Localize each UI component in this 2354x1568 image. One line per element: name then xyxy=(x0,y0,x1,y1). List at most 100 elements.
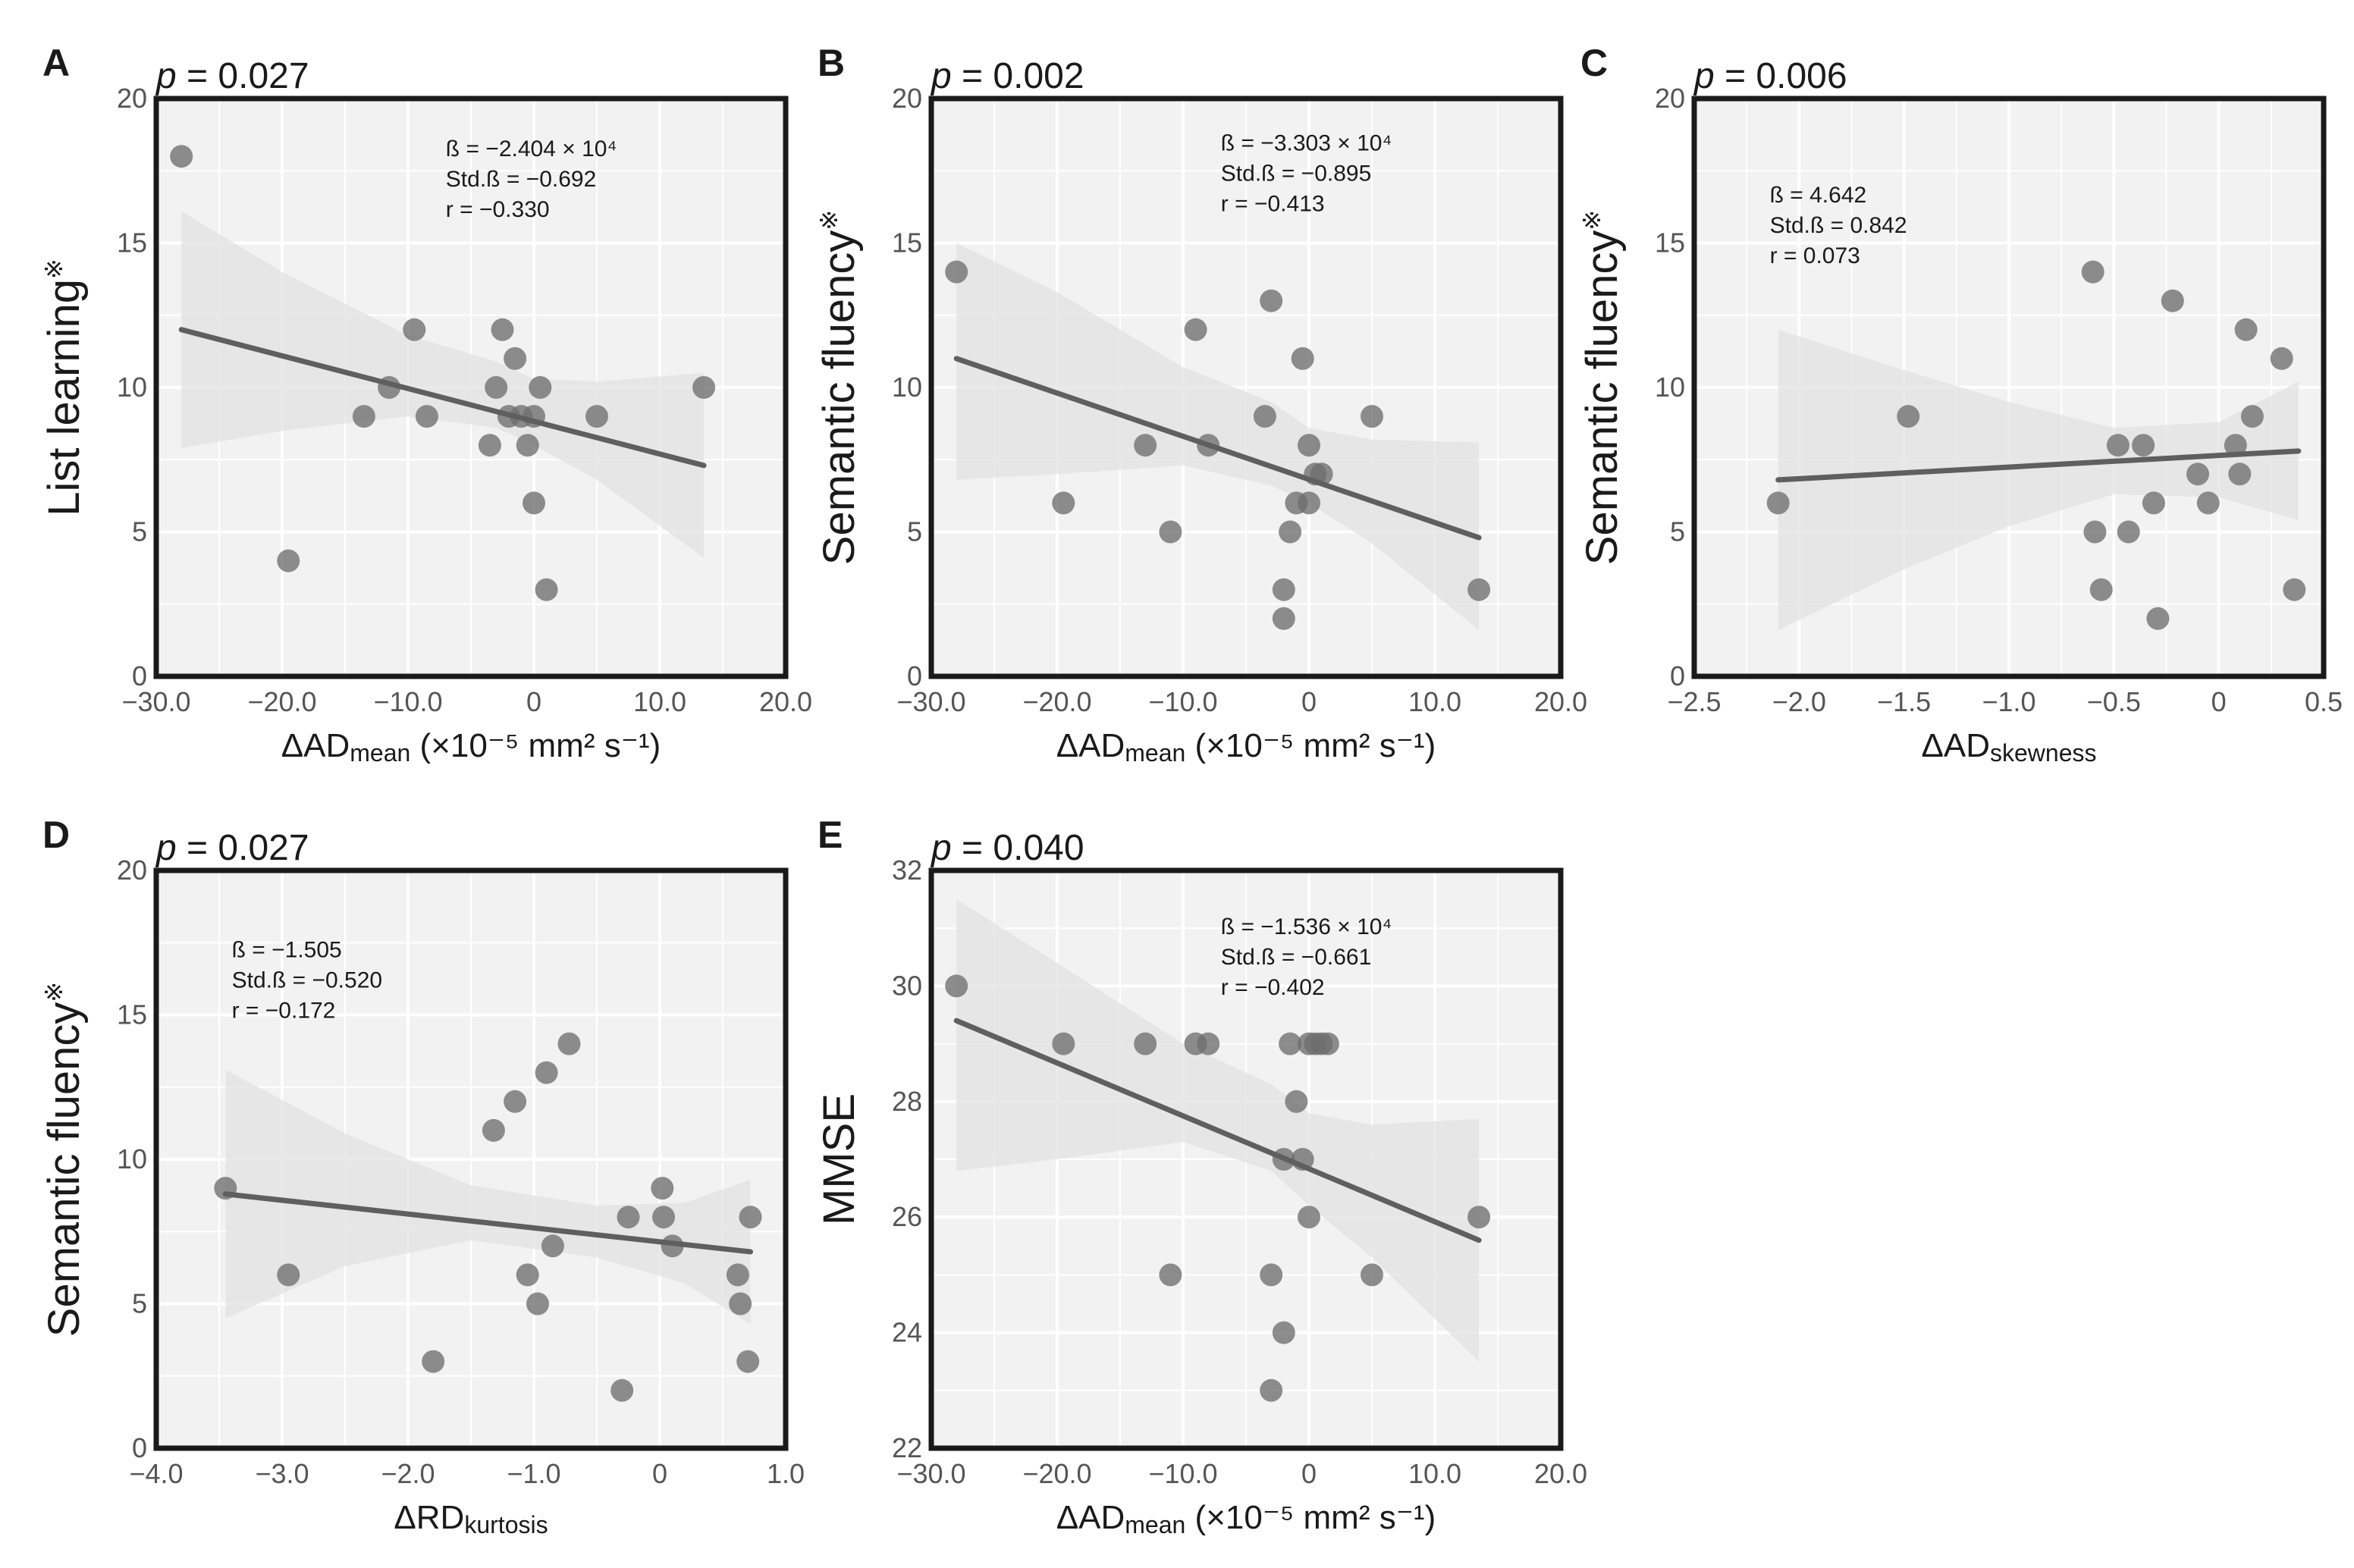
data-point xyxy=(1298,434,1320,457)
y-tick-label: 26 xyxy=(892,1201,922,1232)
plot-frame xyxy=(928,96,1564,679)
data-point xyxy=(1253,405,1276,428)
data-point xyxy=(2240,405,2264,428)
data-point xyxy=(736,1350,760,1373)
data-point xyxy=(352,405,375,428)
data-point xyxy=(1361,1263,1383,1287)
y-axis-label: Semantic fluency※ xyxy=(1577,210,1627,565)
confidence-band xyxy=(225,1069,751,1325)
x-tick-label: −20.0 xyxy=(1022,686,1091,717)
data-point xyxy=(652,1206,675,1229)
data-points xyxy=(170,145,716,601)
x-tick-label: −2.0 xyxy=(381,1458,435,1489)
x-axis-label: ΔADmean (×10⁻⁵ mm² s⁻¹) xyxy=(1056,1499,1436,1538)
data-point xyxy=(585,405,608,428)
y-tick-label: 10 xyxy=(117,1143,147,1174)
data-point xyxy=(403,318,426,341)
data-points xyxy=(214,1032,762,1402)
confidence-band xyxy=(956,243,1480,630)
panel-e: −30.0 −20.0 −10.0 0 10.0 20.0 22 24 26 28 30 32 E p =… xyxy=(814,814,1587,1538)
panel-letter: B xyxy=(818,42,845,84)
y-tick-label: 5 xyxy=(132,516,147,547)
data-point xyxy=(1272,1321,1295,1344)
x-tick-label: 0 xyxy=(652,1458,667,1489)
y-tick-label: 15 xyxy=(117,227,147,259)
panel-letter: A xyxy=(42,42,70,84)
data-point xyxy=(1260,289,1283,312)
data-point xyxy=(2132,434,2155,457)
plot-frame xyxy=(153,867,789,1451)
p-value: p = 0.027 xyxy=(155,828,309,868)
data-points xyxy=(945,974,1491,1402)
x-tick-label: −3.0 xyxy=(255,1458,309,1489)
panel-c: −2.5 −2.0 −1.5 −1.0 −0.5 0 0.5 0 5 10 15 20 C p = 0.0… xyxy=(1577,42,2343,767)
x-tick-label: 10.0 xyxy=(633,686,686,717)
y-tick-label: 10 xyxy=(117,372,147,403)
data-point xyxy=(523,491,545,515)
y-tick-label: 20 xyxy=(892,83,922,114)
stat-annotation: Std.ß = −0.895 xyxy=(1221,162,1371,187)
panel-letter: C xyxy=(1580,42,1608,84)
regression-line xyxy=(222,1191,754,1255)
data-points xyxy=(945,260,1491,630)
regression-line xyxy=(953,356,1482,541)
confidence-band xyxy=(181,211,705,558)
stat-annotation: r = 0.073 xyxy=(1770,243,1860,268)
x-tick-label: 0 xyxy=(526,686,541,717)
stat-annotation: Std.ß = −0.520 xyxy=(232,967,382,993)
stat-annotation: Std.ß = −0.661 xyxy=(1221,945,1371,970)
data-point xyxy=(2224,434,2247,457)
x-tick-label: −10.0 xyxy=(1148,1458,1217,1489)
data-point xyxy=(1766,491,1790,515)
data-point xyxy=(1159,1263,1182,1287)
data-point xyxy=(1272,607,1295,630)
y-axis-label: List learning※ xyxy=(39,259,89,516)
data-point xyxy=(945,974,968,998)
data-points xyxy=(1766,260,2306,630)
plot-frame xyxy=(1691,96,2327,679)
data-point xyxy=(1279,1032,1302,1055)
y-tick-label: 0 xyxy=(132,660,147,691)
stat-annotation: ß = −2.404 × 10⁴ xyxy=(446,136,617,162)
data-point xyxy=(277,1263,300,1287)
data-point xyxy=(945,260,968,284)
data-point xyxy=(1052,491,1075,515)
data-point xyxy=(1316,1032,1339,1055)
data-point xyxy=(1361,405,1383,428)
stat-annotation: r = −0.330 xyxy=(446,197,550,222)
y-tick-label: 15 xyxy=(892,227,922,259)
data-point xyxy=(415,405,438,428)
data-point xyxy=(1134,434,1157,457)
data-point xyxy=(1184,318,1207,341)
panel-letter: D xyxy=(42,814,70,856)
stat-annotation: r = −0.402 xyxy=(1221,975,1325,1000)
data-point xyxy=(1260,1263,1283,1287)
data-point xyxy=(2234,318,2258,341)
x-tick-label: 20.0 xyxy=(1534,686,1587,717)
y-axis-label: MMSE xyxy=(814,1093,864,1225)
y-tick-label: 0 xyxy=(132,1432,147,1463)
x-tick-label: 0.5 xyxy=(2305,686,2343,717)
data-point xyxy=(729,1292,752,1316)
x-tick-label: −2.0 xyxy=(1772,686,1826,717)
x-tick-label: −1.5 xyxy=(1877,686,1931,717)
data-point xyxy=(1298,1206,1320,1229)
p-value: p = 0.006 xyxy=(1693,56,1847,96)
data-point xyxy=(504,347,527,370)
data-point xyxy=(2196,491,2220,515)
data-point xyxy=(491,318,514,341)
data-point xyxy=(2089,578,2113,601)
data-point xyxy=(516,434,539,457)
data-point xyxy=(2270,347,2293,370)
data-point xyxy=(2081,260,2104,284)
data-point xyxy=(1279,520,1302,544)
p-value: p = 0.002 xyxy=(930,56,1084,96)
x-tick-label: −10.0 xyxy=(1148,686,1217,717)
stat-annotation: r = −0.172 xyxy=(232,998,336,1023)
plot-frame xyxy=(928,867,1564,1451)
data-point xyxy=(2106,434,2130,457)
data-point xyxy=(2146,607,2170,630)
data-point xyxy=(1134,1032,1157,1055)
x-tick-label: 0 xyxy=(2211,686,2227,717)
